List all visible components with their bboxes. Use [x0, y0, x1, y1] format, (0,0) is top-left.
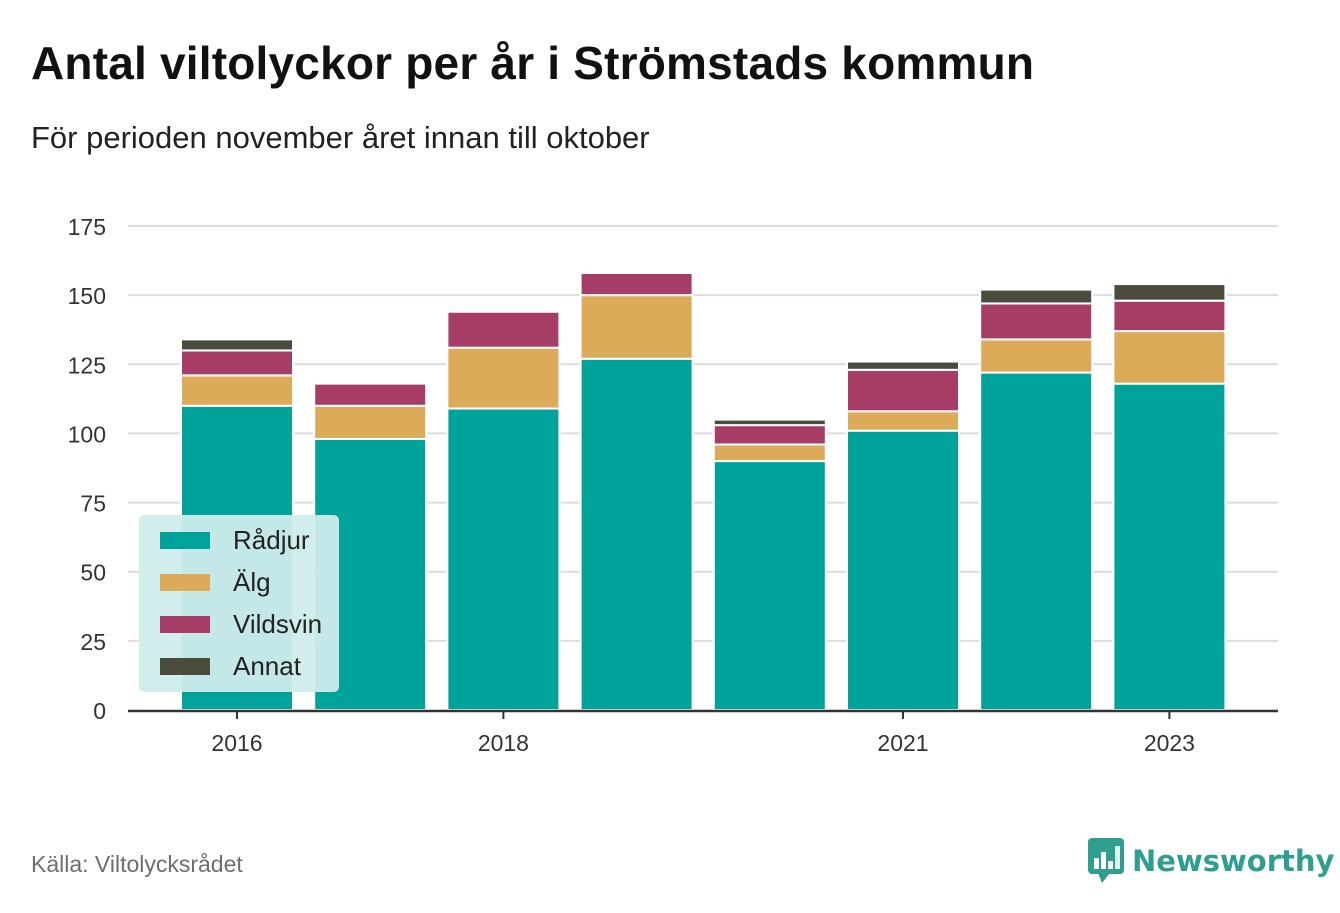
- bar-segment-annat-2020: [712, 418, 827, 427]
- bar-segment-älg-2020: [712, 443, 827, 463]
- bar-segment-älg-2016: [180, 374, 294, 407]
- bar-segment-annat-2016: [180, 338, 294, 352]
- bar-segment-älg-2022: [979, 338, 1094, 374]
- legend-label-rådjur: Rådjur: [233, 525, 310, 555]
- legend-label-älg: Älg: [233, 567, 271, 597]
- chart-subtitle: För perioden november året innan till ok…: [31, 120, 650, 155]
- y-tick-label: 25: [80, 629, 106, 655]
- legend: Rådjur Älg Vildsvin Annat: [139, 515, 339, 692]
- legend-label-vildsvin: Vildsvin: [233, 609, 322, 639]
- y-tick-label: 125: [68, 352, 106, 378]
- x-axis: 2016 2018 2021 2023: [128, 709, 1278, 756]
- x-tick-label: 2016: [211, 730, 262, 756]
- source-note: Källa: Viltolycksrådet: [31, 851, 243, 877]
- bar-segment-vildsvin-2017: [313, 382, 428, 407]
- bar-segment-älg-2017: [313, 404, 428, 440]
- bar-segment-vildsvin-2020: [712, 424, 827, 446]
- brand-name: Newsworthy: [1132, 844, 1335, 878]
- legend-label-annat: Annat: [233, 651, 302, 681]
- legend-swatch-annat: [160, 658, 210, 675]
- y-tick-label: 50: [80, 560, 106, 586]
- bar-segment-älg-2023: [1112, 330, 1227, 385]
- bar-segment-vildsvin-2021: [846, 368, 960, 413]
- legend-swatch-älg: [160, 574, 210, 591]
- y-tick-label: 0: [93, 698, 106, 724]
- bar-segment-vildsvin-2019: [579, 272, 694, 297]
- bar-segment-rådjur-2022: [979, 371, 1094, 711]
- y-axis-ticks: 0 25 50 75 100 125 150 175: [68, 214, 106, 724]
- bar-segment-annat-2021: [846, 360, 960, 371]
- x-tick-label: 2018: [478, 730, 529, 756]
- bar-segment-vildsvin-2018: [446, 310, 561, 349]
- y-tick-label: 75: [80, 491, 106, 517]
- bar-segment-rådjur-2020: [712, 460, 827, 712]
- bar-segment-rådjur-2023: [1112, 382, 1227, 711]
- newsworthy-logo: Newsworthy: [1088, 838, 1334, 884]
- legend-box: [139, 515, 339, 692]
- bar-segment-annat-2022: [979, 288, 1094, 305]
- x-tick-label: 2021: [877, 730, 928, 756]
- bar-segment-rådjur-2018: [446, 407, 561, 711]
- brand-chart-icon: [1088, 838, 1124, 883]
- bar-segment-vildsvin-2022: [979, 302, 1094, 341]
- bar-segment-älg-2019: [579, 294, 694, 360]
- bar-segment-vildsvin-2016: [180, 349, 294, 377]
- bar-segment-annat-2023: [1112, 283, 1227, 302]
- bar-segment-rådjur-2019: [579, 357, 694, 711]
- y-tick-label: 150: [68, 283, 106, 309]
- bar-segment-rådjur-2021: [846, 429, 960, 711]
- y-tick-label: 175: [68, 214, 106, 240]
- bar-segment-vildsvin-2023: [1112, 299, 1227, 333]
- chart-title: Antal viltolyckor per år i Strömstads ko…: [31, 37, 1035, 89]
- bar-segment-älg-2018: [446, 346, 561, 410]
- legend-swatch-vildsvin: [160, 616, 210, 633]
- x-tick-label: 2023: [1144, 730, 1195, 756]
- bar-segment-älg-2021: [846, 410, 960, 432]
- legend-swatch-rådjur: [160, 532, 210, 549]
- y-tick-label: 100: [68, 421, 106, 447]
